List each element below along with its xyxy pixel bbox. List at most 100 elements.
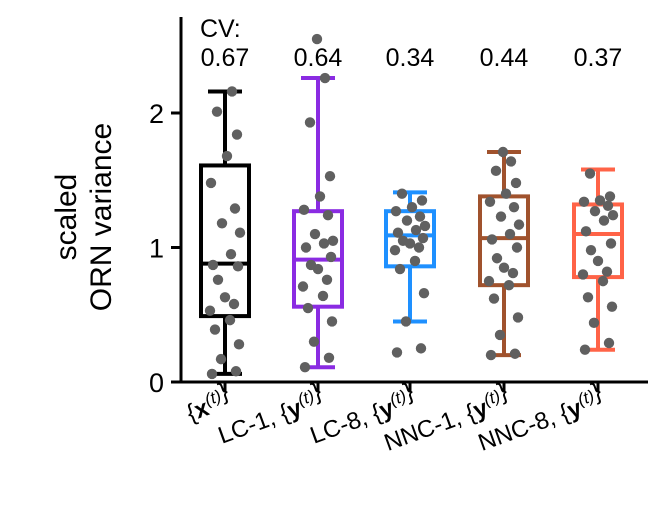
data-point <box>582 292 594 303</box>
data-point <box>414 211 426 222</box>
data-point <box>601 266 613 277</box>
data-point <box>309 228 321 240</box>
data-point <box>212 274 224 285</box>
data-point <box>579 344 591 355</box>
y-axis-label-line-1: scaled <box>50 174 83 261</box>
data-point <box>584 168 596 179</box>
x-tick-label-part: LC-1, { <box>215 399 293 449</box>
data-point <box>512 312 524 323</box>
data-point <box>394 263 406 275</box>
x-tick-label-part: LC-8, { <box>307 399 385 449</box>
data-point <box>397 235 409 246</box>
data-point <box>510 177 522 189</box>
data-point <box>226 86 238 97</box>
data-point <box>416 195 428 206</box>
data-point <box>606 301 618 312</box>
data-point <box>321 274 333 285</box>
data-point <box>224 314 236 326</box>
cv-value: 0.64 <box>294 44 343 72</box>
data-point <box>484 196 496 207</box>
x-tick-label-text: LC-1, {y(t)} <box>212 378 328 450</box>
data-point <box>317 290 329 302</box>
data-point <box>495 211 507 222</box>
data-point <box>216 218 228 229</box>
data-point <box>485 349 497 361</box>
box-iqr <box>199 163 251 319</box>
data-point <box>419 220 431 232</box>
data-point <box>215 353 227 365</box>
data-point <box>490 165 502 177</box>
data-point <box>589 205 601 217</box>
cv-value: 0.34 <box>386 44 435 72</box>
data-point <box>327 235 339 246</box>
data-point <box>578 196 590 207</box>
data-point <box>396 188 408 199</box>
data-point <box>577 269 589 280</box>
data-point <box>413 242 425 253</box>
data-point <box>230 366 242 377</box>
data-point <box>297 281 309 292</box>
data-point <box>415 343 427 354</box>
data-point <box>392 227 404 238</box>
data-point <box>406 201 418 213</box>
data-point <box>324 171 336 182</box>
data-point <box>488 293 500 304</box>
data-point <box>410 224 422 236</box>
y-axis-label: scaled ORN variance <box>50 123 118 311</box>
data-point <box>308 336 320 347</box>
data-point <box>400 316 412 327</box>
data-point <box>318 238 330 249</box>
data-point <box>205 177 217 189</box>
x-tick-label-part: (t) <box>481 386 503 409</box>
data-point <box>500 188 512 199</box>
data-point <box>585 244 597 256</box>
data-point <box>588 317 600 329</box>
x-tick-label: LC-1, {y(t)} <box>212 378 328 450</box>
data-point <box>483 275 495 287</box>
data-point <box>221 150 233 162</box>
data-point <box>298 204 310 216</box>
data-point <box>607 210 619 221</box>
data-point <box>302 302 314 314</box>
y-tick-label: 2 <box>149 99 164 129</box>
data-point <box>209 324 221 335</box>
data-point <box>504 228 516 240</box>
data-point <box>509 348 521 359</box>
data-point <box>391 347 403 358</box>
data-point <box>511 242 523 253</box>
y-tick-label: 0 <box>149 368 164 398</box>
data-point <box>228 298 240 310</box>
data-point <box>233 339 245 350</box>
data-point <box>323 352 335 363</box>
x-tick-labels: {x(t)}LC-1, {y(t)}LC-8, {y(t)}NNC-1, {y(… <box>183 378 605 457</box>
data-point <box>507 267 519 279</box>
data-point <box>602 200 614 212</box>
x-tick-label: {x(t)} <box>183 378 232 427</box>
data-point <box>604 191 616 202</box>
data-point <box>505 156 517 167</box>
data-point <box>580 226 592 237</box>
data-point <box>206 368 218 380</box>
data-point <box>401 215 413 226</box>
data-point <box>603 337 615 349</box>
data-point <box>204 305 216 316</box>
x-tick-label-part: (t) <box>202 386 224 409</box>
data-point <box>300 242 312 253</box>
data-point <box>594 195 606 206</box>
data-point <box>605 238 617 249</box>
data-point <box>390 205 402 217</box>
data-point <box>305 259 317 271</box>
data-point <box>325 251 337 263</box>
x-tick-label-part: (t) <box>575 386 597 409</box>
data-point <box>508 201 520 213</box>
data-point <box>418 288 430 299</box>
data-point <box>513 219 525 230</box>
data-point <box>234 227 246 238</box>
data-point <box>314 191 326 202</box>
data-point <box>486 234 498 245</box>
data-point <box>592 255 604 267</box>
cv-title: CV: <box>200 15 241 43</box>
data-point <box>229 203 241 214</box>
data-point <box>231 129 243 140</box>
